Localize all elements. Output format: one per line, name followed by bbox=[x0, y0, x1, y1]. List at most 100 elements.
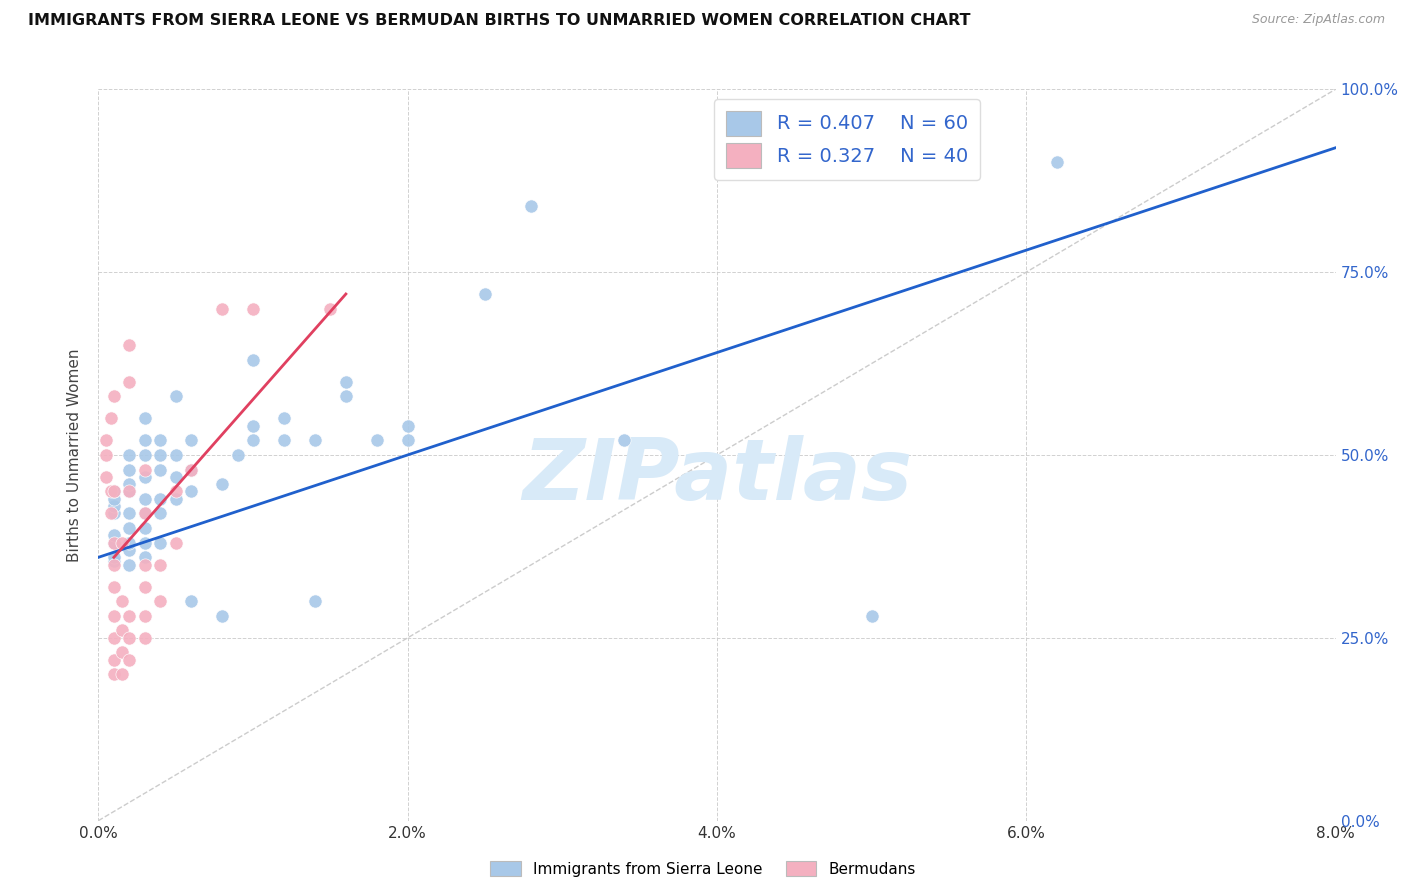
Point bbox=[165, 448, 187, 462]
Point bbox=[103, 631, 125, 645]
Point bbox=[396, 434, 419, 448]
Point bbox=[118, 535, 141, 549]
Legend: Immigrants from Sierra Leone, Bermudans: Immigrants from Sierra Leone, Bermudans bbox=[482, 853, 924, 884]
Point bbox=[134, 491, 156, 506]
Point bbox=[103, 484, 125, 499]
Point bbox=[118, 507, 141, 521]
Point bbox=[165, 470, 187, 484]
Point bbox=[96, 434, 118, 448]
Point bbox=[134, 462, 156, 476]
Point bbox=[149, 491, 172, 506]
Point bbox=[180, 462, 202, 476]
Point bbox=[180, 434, 202, 448]
Point bbox=[860, 608, 883, 623]
Point bbox=[111, 645, 134, 659]
Point bbox=[149, 448, 172, 462]
Point bbox=[304, 434, 326, 448]
Point bbox=[1046, 155, 1069, 169]
Point bbox=[242, 434, 264, 448]
Point bbox=[118, 477, 141, 491]
Point bbox=[134, 470, 156, 484]
Point bbox=[474, 287, 496, 301]
Legend: R = 0.407    N = 60, R = 0.327    N = 40: R = 0.407 N = 60, R = 0.327 N = 40 bbox=[714, 99, 980, 180]
Point bbox=[103, 499, 125, 513]
Point bbox=[118, 631, 141, 645]
Point bbox=[103, 653, 125, 667]
Point bbox=[149, 594, 172, 608]
Point bbox=[100, 484, 122, 499]
Point bbox=[165, 491, 187, 506]
Point bbox=[335, 375, 357, 389]
Text: ZIPatlas: ZIPatlas bbox=[522, 435, 912, 518]
Point bbox=[149, 434, 172, 448]
Point bbox=[118, 462, 141, 476]
Point bbox=[613, 434, 636, 448]
Point bbox=[273, 434, 295, 448]
Point bbox=[96, 448, 118, 462]
Point bbox=[242, 301, 264, 316]
Point bbox=[366, 434, 388, 448]
Point bbox=[118, 484, 141, 499]
Point bbox=[134, 507, 156, 521]
Point bbox=[165, 389, 187, 403]
Point bbox=[134, 558, 156, 572]
Point bbox=[118, 375, 141, 389]
Point bbox=[134, 535, 156, 549]
Point bbox=[242, 352, 264, 367]
Point bbox=[118, 338, 141, 352]
Point bbox=[149, 462, 172, 476]
Text: IMMIGRANTS FROM SIERRA LEONE VS BERMUDAN BIRTHS TO UNMARRIED WOMEN CORRELATION C: IMMIGRANTS FROM SIERRA LEONE VS BERMUDAN… bbox=[28, 13, 970, 29]
Point bbox=[103, 389, 125, 403]
Point bbox=[149, 507, 172, 521]
Point bbox=[103, 484, 125, 499]
Point bbox=[335, 389, 357, 403]
Point bbox=[180, 594, 202, 608]
Point bbox=[103, 608, 125, 623]
Point bbox=[134, 448, 156, 462]
Point bbox=[242, 418, 264, 433]
Point bbox=[111, 535, 134, 549]
Point bbox=[118, 653, 141, 667]
Point bbox=[180, 462, 202, 476]
Point bbox=[226, 448, 249, 462]
Point bbox=[319, 301, 342, 316]
Point bbox=[118, 558, 141, 572]
Point bbox=[103, 554, 125, 568]
Point bbox=[149, 558, 172, 572]
Point bbox=[211, 477, 233, 491]
Point bbox=[273, 411, 295, 425]
Point bbox=[103, 507, 125, 521]
Point bbox=[118, 543, 141, 558]
Point bbox=[111, 594, 134, 608]
Point bbox=[118, 608, 141, 623]
Point bbox=[211, 608, 233, 623]
Point bbox=[304, 594, 326, 608]
Point bbox=[520, 199, 543, 213]
Point bbox=[103, 528, 125, 542]
Y-axis label: Births to Unmarried Women: Births to Unmarried Women bbox=[67, 348, 83, 562]
Point bbox=[103, 558, 125, 572]
Text: Source: ZipAtlas.com: Source: ZipAtlas.com bbox=[1251, 13, 1385, 27]
Point bbox=[118, 484, 141, 499]
Point bbox=[111, 667, 134, 681]
Point bbox=[134, 631, 156, 645]
Point bbox=[118, 448, 141, 462]
Point bbox=[134, 434, 156, 448]
Point bbox=[103, 535, 125, 549]
Point bbox=[134, 411, 156, 425]
Point bbox=[118, 521, 141, 535]
Point bbox=[103, 550, 125, 565]
Point bbox=[134, 507, 156, 521]
Point bbox=[165, 484, 187, 499]
Point bbox=[149, 535, 172, 549]
Point bbox=[103, 580, 125, 594]
Point bbox=[100, 507, 122, 521]
Point bbox=[211, 301, 233, 316]
Point bbox=[180, 484, 202, 499]
Point bbox=[134, 608, 156, 623]
Point bbox=[103, 667, 125, 681]
Point bbox=[103, 491, 125, 506]
Point bbox=[111, 624, 134, 638]
Point bbox=[96, 470, 118, 484]
Point bbox=[134, 521, 156, 535]
